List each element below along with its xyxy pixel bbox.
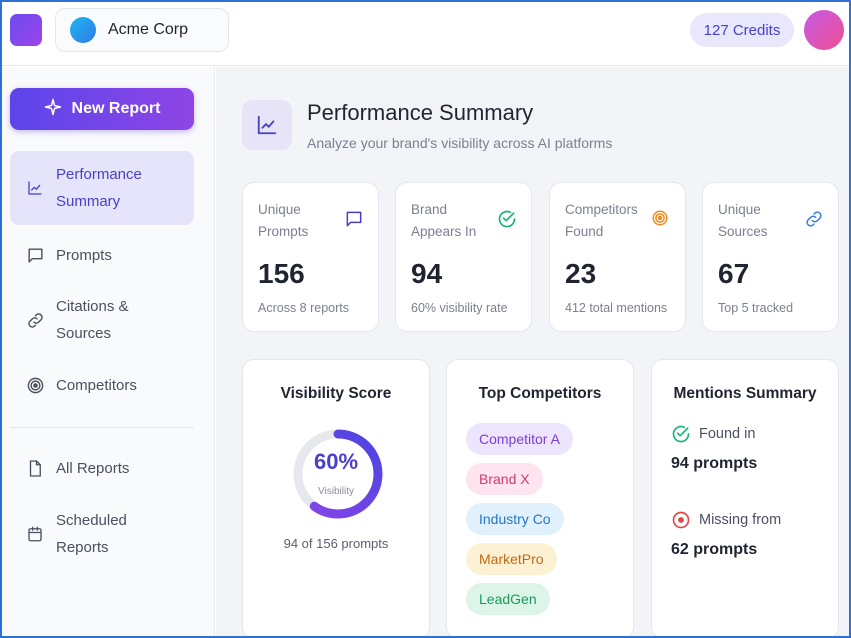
found-in-label: Found in (699, 426, 756, 442)
stat-value: 23 (565, 258, 597, 289)
target-icon (24, 374, 46, 396)
card-title: Mentions Summary (673, 385, 817, 402)
avatar[interactable] (804, 10, 844, 50)
sidebar-item-scheduled-reports[interactable]: Scheduled Reports (10, 504, 194, 564)
credits-badge[interactable]: 127 Credits (690, 13, 794, 47)
message-square-icon (24, 244, 46, 266)
check-circle-icon (671, 424, 691, 444)
sparkle-icon (44, 98, 62, 121)
check-circle-icon (497, 209, 517, 229)
main-content: Performance Summary Analyze your brand's… (216, 67, 849, 636)
gauge-fill (293, 429, 383, 519)
missing-from-value: 62 prompts (671, 541, 758, 558)
stat-label: Competitors Found (565, 202, 638, 239)
sidebar-item-label: Scheduled Reports (56, 512, 127, 556)
sidebar-item-label: Competitors (56, 376, 137, 394)
visibility-gauge (293, 429, 383, 519)
visibility-score-card: Visibility Score 60% Visibility 94 of 15… (242, 359, 430, 636)
sidebar-item-prompts[interactable]: Prompts (10, 239, 194, 271)
sidebar-item-all-reports[interactable]: All Reports (10, 452, 194, 484)
app-logo[interactable] (10, 14, 42, 46)
sidebar-item-label: Prompts (56, 246, 112, 264)
found-in-value: 94 prompts (671, 455, 758, 472)
stat-value: 94 (411, 258, 443, 289)
x-circle-icon (671, 510, 691, 530)
top-competitors-card: Top Competitors Competitor A Brand X Ind… (446, 359, 634, 636)
competitor-chip[interactable]: Brand X (466, 463, 543, 495)
stat-card-unique-prompts: Unique Prompts 156 Across 8 reports (242, 182, 379, 332)
stat-card-brand-appears-in: Brand Appears In 94 60% visibility rate (395, 182, 532, 332)
link-icon (804, 209, 824, 229)
visibility-percent: 60% (313, 449, 359, 474)
target-icon (651, 209, 671, 229)
sidebar: New Report Performance Summary Prompts C… (2, 67, 215, 636)
card-title: Top Competitors (478, 385, 602, 402)
org-name: Acme Corp (108, 21, 189, 38)
chart-line-icon (24, 177, 46, 199)
missing-from-row: Missing from (671, 510, 781, 530)
competitor-chip[interactable]: Industry Co (466, 503, 564, 535)
top-bar: Acme Corp 127 Credits (2, 2, 849, 66)
competitor-chip[interactable]: MarketPro (466, 543, 557, 575)
chart-line-icon (242, 100, 292, 150)
stat-card-competitors-found: Competitors Found 23 412 total mentions (549, 182, 686, 332)
competitor-chip[interactable]: LeadGen (466, 583, 550, 615)
visibility-label: Visibility (318, 486, 354, 497)
org-switcher[interactable]: Acme Corp (55, 8, 229, 52)
stat-footnote: Top 5 tracked (718, 301, 794, 315)
stat-footnote: Across 8 reports (258, 301, 350, 315)
stat-label: Brand Appears In (411, 202, 477, 239)
file-icon (24, 457, 46, 479)
stat-label: Unique Prompts (258, 202, 309, 239)
card-title: Visibility Score (280, 385, 392, 402)
new-report-label: New Report (71, 100, 161, 117)
sidebar-item-performance-summary[interactable]: Performance Summary (10, 151, 194, 225)
sidebar-item-label: Citations & Sources (56, 298, 129, 342)
visibility-footnote: 94 of 156 prompts (283, 536, 389, 551)
sidebar-item-citations-sources[interactable]: Citations & Sources (10, 290, 194, 350)
missing-from-label: Missing from (699, 512, 782, 528)
stat-value: 67 (718, 258, 750, 289)
stat-footnote: 412 total mentions (565, 301, 668, 315)
sidebar-item-label: All Reports (56, 459, 130, 477)
sidebar-divider (10, 427, 194, 428)
stat-card-unique-sources: Unique Sources 67 Top 5 tracked (702, 182, 839, 332)
competitor-chip[interactable]: Competitor A (466, 423, 573, 455)
calendar-icon (24, 523, 46, 545)
mentions-summary-card: Mentions Summary Found in 94 prompts Mis… (651, 359, 839, 636)
message-square-icon (344, 209, 364, 229)
sidebar-item-label: Performance Summary (56, 166, 142, 210)
stat-label: Unique Sources (718, 202, 768, 239)
page-subtitle: Analyze your brand's visibility across A… (307, 135, 613, 151)
sidebar-item-competitors[interactable]: Competitors (10, 369, 194, 401)
new-report-button[interactable]: New Report (10, 88, 194, 130)
stat-value: 156 (258, 258, 305, 289)
found-in-row: Found in (671, 424, 755, 444)
org-logo-icon (70, 17, 96, 43)
link-icon (24, 309, 46, 331)
page-title: Performance Summary (307, 100, 534, 125)
stat-footnote: 60% visibility rate (411, 301, 508, 315)
